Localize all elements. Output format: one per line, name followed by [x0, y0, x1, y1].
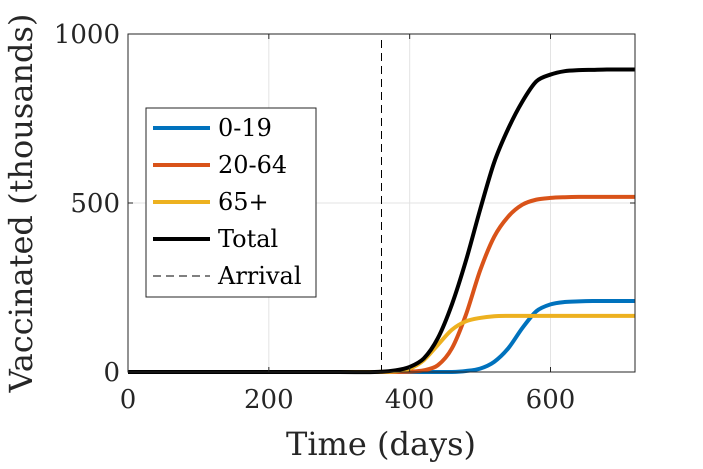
x-axis-label: Time (days): [286, 425, 476, 463]
x-tick-label: 0: [120, 385, 137, 415]
legend-label: 0-19: [218, 114, 272, 142]
y-tick-label: 500: [70, 189, 120, 219]
y-tick-label: 1000: [54, 20, 120, 50]
legend-label: 65+: [218, 188, 269, 216]
legend: 0-19 20-64 65+ Total Arrival: [145, 107, 317, 298]
legend-label: 20-64: [218, 151, 287, 179]
legend-label: Arrival: [217, 262, 302, 290]
legend-label: Total: [218, 225, 278, 253]
x-tick-label: 600: [526, 385, 576, 415]
axis-ticks: 0 200 400 600 0 500 1000: [54, 20, 635, 415]
y-tick-label: 0: [103, 358, 120, 388]
x-tick-label: 400: [385, 385, 435, 415]
x-tick-label: 200: [244, 385, 294, 415]
y-axis-label: Vaccinated (thousands): [2, 14, 40, 394]
